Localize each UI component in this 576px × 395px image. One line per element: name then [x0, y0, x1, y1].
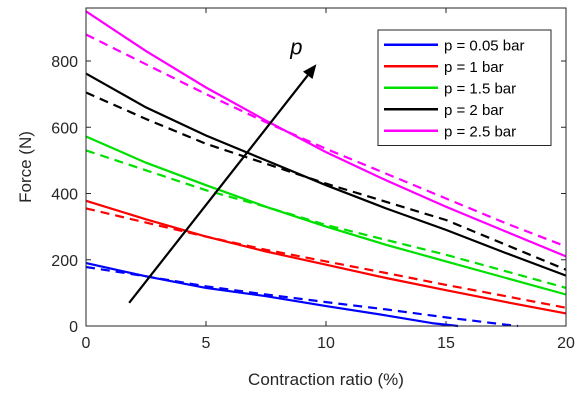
y-tick-label: 600: [51, 120, 78, 137]
x-tick-label: 20: [557, 335, 575, 352]
axes-box: [85, 7, 567, 327]
series-solid-line-0: [85, 262, 459, 328]
y-tick-label: 0: [69, 319, 78, 336]
series-solid-line-1: [85, 199, 567, 315]
x-tick-label: 10: [317, 335, 335, 352]
x-tick-label: 15: [437, 335, 455, 352]
legend-label: p = 2 bar: [444, 102, 504, 119]
y-tick-label: 800: [51, 54, 78, 71]
annotation-arrow-head: [303, 64, 317, 79]
series-dashed-line-4: [85, 33, 567, 248]
y-tick-label: 200: [51, 253, 78, 270]
annotation-label: p: [289, 34, 302, 59]
x-axis-label: Contraction ratio (%): [248, 370, 404, 389]
series-dashed-line-1: [85, 207, 567, 309]
series-solid-line-3: [85, 72, 567, 277]
series-solid-line-2: [85, 135, 567, 296]
legend-label: p = 0.05 bar: [444, 37, 524, 54]
legend-label: p = 1.5 bar: [444, 80, 516, 97]
annotation-arrow-shaft: [128, 74, 309, 304]
x-tick-label: 0: [82, 335, 91, 352]
y-tick-label: 400: [51, 187, 78, 204]
series-solid-line-4: [85, 10, 567, 258]
x-tick-label: 5: [202, 335, 211, 352]
legend-label: p = 1 bar: [444, 59, 504, 76]
series-dashed-line-3: [85, 91, 567, 271]
y-axis-label: Force (N): [16, 131, 35, 203]
legend-label: p = 2.5 bar: [444, 123, 516, 140]
